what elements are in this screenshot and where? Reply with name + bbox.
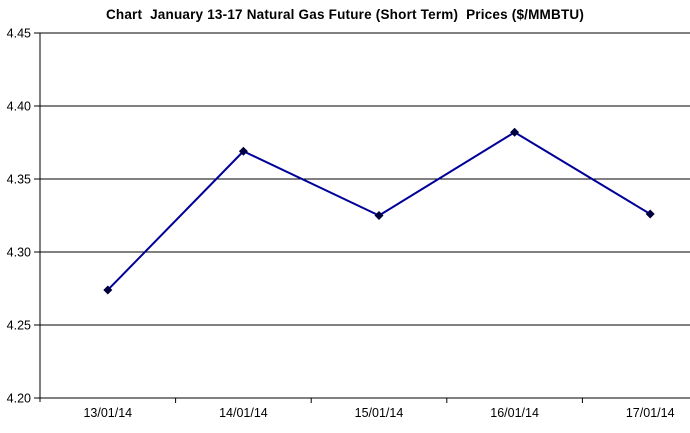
y-axis-label: 4.20	[7, 392, 31, 406]
data-point-marker	[510, 127, 520, 137]
data-point-marker	[238, 146, 248, 156]
x-axis-label: 14/01/14	[219, 406, 268, 420]
data-point-marker	[103, 285, 113, 295]
x-axis-label: 15/01/14	[355, 406, 404, 420]
y-axis-label: 4.35	[7, 173, 31, 187]
data-point-marker	[645, 209, 655, 219]
y-axis-label: 4.25	[7, 319, 31, 333]
data-point-marker	[374, 211, 384, 220]
x-axis-label: 16/01/14	[490, 406, 539, 420]
x-axis-label: 13/01/14	[83, 406, 132, 420]
y-axis-label: 4.40	[7, 100, 31, 114]
y-axis-label: 4.30	[7, 246, 31, 260]
y-axis-label: 4.45	[7, 27, 31, 41]
x-axis-label: 17/01/14	[626, 406, 675, 420]
chart-title: Chart January 13-17 Natural Gas Future (…	[105, 7, 585, 22]
